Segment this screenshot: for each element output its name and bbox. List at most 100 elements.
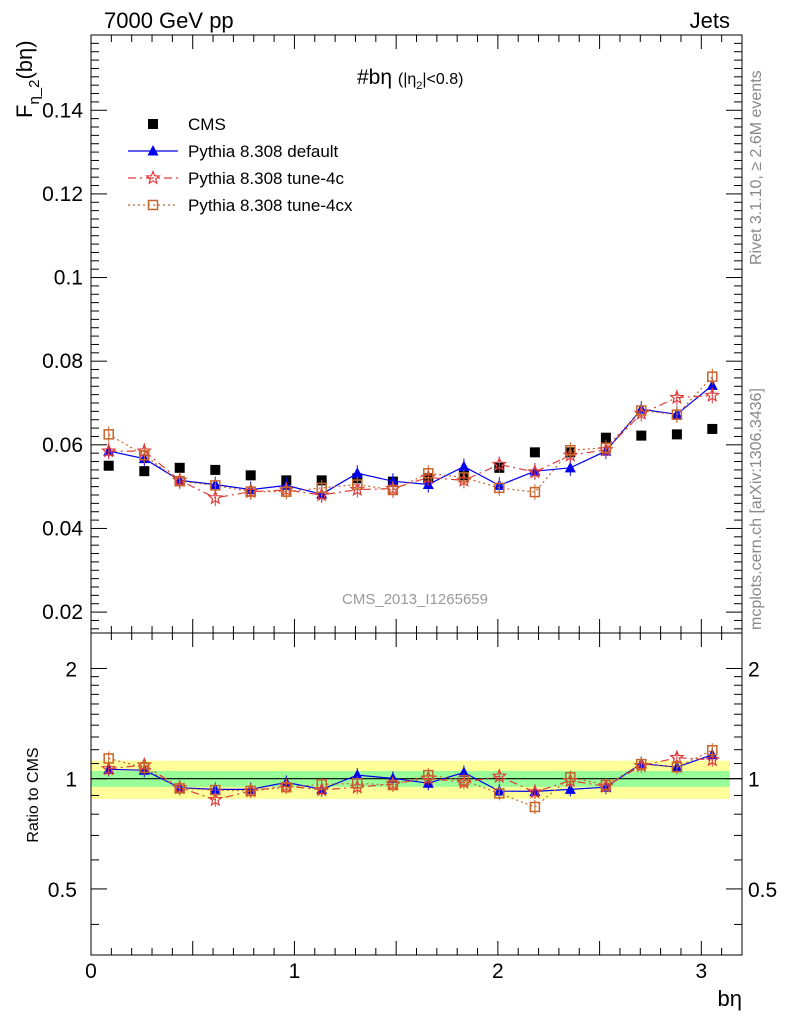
ratio-y-tick-label: 2: [65, 658, 77, 681]
ratio-series-pythia-8-308-tune-4cx-point: [352, 778, 363, 789]
series-pythia-8-308-tune-4c-point: [669, 389, 685, 405]
ratio-series-pythia-8-308-tune-4cx-point: [316, 779, 327, 790]
series-cms-point: [210, 464, 221, 475]
series-cms-point: [103, 460, 114, 471]
ratio-series-pythia-8-308-tune-4cx-point: [281, 781, 292, 793]
legend-pythia-8-308-tune-4c-label: Pythia 8.308 tune-4c: [188, 169, 344, 188]
series-cms-point: [245, 470, 256, 481]
ratio-series-layer: [100, 743, 721, 814]
series-pythia-8-308-default-line: [108, 384, 713, 495]
series-cms-point: [174, 462, 185, 473]
ratio-series-pythia-8-308-tune-4c-point: [100, 760, 117, 776]
series-cms-point: [707, 423, 718, 434]
main-y-tick-labels: 0.02 0.04 0.06 0.08 0.1 0.12 0.14: [42, 99, 83, 624]
ratio-y-tick-labels: 0.5 0.5 1 1 2 2: [48, 658, 777, 901]
main-y-axis-label: Fη_2(bη): [12, 40, 43, 118]
series-pythia-8-308-tune-4c-point: [527, 463, 543, 479]
header-jets-label: Jets: [690, 8, 730, 33]
x-tick-label: 3: [695, 960, 707, 983]
series-pythia-8-308-tune-4cx-point: [423, 468, 434, 479]
legend-pythia-8-308-tune-4cx-marker: [147, 199, 159, 211]
series-pythia-8-308-tune-4cx-point: [671, 409, 683, 420]
series-pythia-8-308-default-point: [351, 467, 363, 478]
legend-pythia-8-308-tune-4c-marker: [145, 169, 161, 185]
ratio-series-pythia-8-308-tune-4cx-point: [458, 775, 470, 786]
main-panel: 0.02 0.04 0.06 0.08 0.1 0.12 0.14 Fη_2(bη) #bη…: [12, 34, 743, 634]
ratio-series-pythia-8-308-tune-4cx-point: [707, 744, 718, 756]
legend-cms-label: CMS: [188, 115, 226, 134]
rivet-version-label: Rivet 3.1.10, ≥ 2.6M events: [748, 70, 765, 265]
main-series-layer: [100, 368, 721, 506]
ratio-y-tick-label: 0.5: [48, 879, 77, 902]
ratio-series-pythia-8-308-tune-4cx-point: [387, 779, 399, 791]
ratio-series-pythia-8-308-tune-4cx-point: [210, 784, 221, 796]
series-pythia-8-308-tune-4c-point: [704, 387, 721, 403]
legend-cms-marker: [148, 119, 158, 129]
ratio-series-pythia-8-308-tune-4c-point: [527, 783, 543, 799]
main-axis-ticks: [90, 35, 743, 633]
y-tick-label: 0.12: [42, 183, 83, 206]
ratio-series-pythia-8-308-tune-4cx-point: [174, 783, 185, 794]
ratio-series-pythia-8-308-tune-4cx-point: [423, 769, 434, 781]
x-axis-label: bη: [718, 986, 742, 1011]
header-energy-label: 7000 GeV pp: [104, 8, 234, 33]
series-cms-point: [600, 432, 611, 443]
series-pythia-8-308-tune-4cx-point: [316, 482, 327, 494]
ratio-series-pythia-8-308-default-point: [458, 766, 470, 777]
series-pythia-8-308-tune-4cx-point: [139, 450, 150, 461]
ratio-y-tick-label: 1: [65, 769, 77, 792]
series-pythia-8-308-tune-4cx-point: [387, 484, 399, 496]
x-tick-label: 1: [289, 960, 301, 983]
x-tick-label: 2: [492, 960, 504, 983]
ratio-series-pythia-8-308-tune-4c-point: [207, 791, 224, 807]
series-cms-point: [139, 466, 150, 477]
ratio-series-pythia-8-308-tune-4cx-point: [529, 801, 541, 813]
ratio-axis-ticks: [90, 633, 743, 955]
chart-title: #bη (|η2|<0.8): [357, 66, 463, 92]
ratio-y-tick-label-right: 2: [748, 658, 760, 681]
ratio-series-pythia-8-308-default-point: [564, 783, 576, 794]
series-cms-point: [636, 430, 647, 441]
mcplots-source-label: mcplots.cern.ch [arXiv:1306.3436]: [748, 388, 765, 630]
series-pythia-8-308-tune-4c-line: [108, 394, 713, 499]
y-tick-label: 0.04: [42, 517, 83, 540]
series-pythia-8-308-default-point: [706, 379, 718, 390]
ratio-series-pythia-8-308-default-point: [351, 769, 363, 780]
ratio-series-pythia-8-308-tune-4cx-point: [636, 758, 647, 770]
series-pythia-8-308-default-point: [387, 475, 399, 486]
series-pythia-8-308-tune-4cx-point: [352, 479, 363, 490]
series-pythia-8-308-tune-4c-point: [207, 489, 224, 505]
series-pythia-8-308-tune-4cx-point: [210, 480, 221, 491]
ratio-series-pythia-8-308-tune-4cx-point: [139, 762, 150, 774]
x-tick-label: 0: [85, 960, 97, 983]
series-cms-point: [671, 429, 682, 440]
ratio-series-pythia-8-308-tune-4c-point: [704, 751, 721, 767]
series-pythia-8-308-tune-4cx-point: [600, 442, 612, 453]
ratio-series-pythia-8-308-tune-4c-point: [491, 768, 508, 783]
series-pythia-8-308-tune-4cx-point: [636, 405, 647, 416]
y-tick-label: 0.14: [42, 99, 83, 122]
ratio-panel: 0.5 0.5 1 1 2 2 Ratio to CMS 0 1 2 3 bη: [25, 632, 777, 1011]
series-pythia-8-308-tune-4cx-point: [707, 371, 718, 382]
series-pythia-8-308-tune-4cx-point: [494, 482, 505, 494]
ratio-y-tick-label-right: 1: [748, 769, 760, 792]
ratio-series-pythia-8-308-tune-4cx-point: [565, 772, 576, 783]
legend-pythia-8-308-default-marker: [147, 145, 159, 156]
y-tick-label: 0.06: [42, 434, 83, 457]
series-pythia-8-308-tune-4c-point: [100, 442, 117, 458]
analysis-watermark: CMS_2013_I1265659: [342, 591, 488, 608]
ratio-series-pythia-8-308-tune-4cx-point: [494, 788, 505, 799]
series-pythia-8-308-tune-4cx-point: [458, 472, 470, 483]
legend: CMS Pythia 8.308 default Pythia 8.308 tune…: [128, 115, 353, 215]
series-pythia-8-308-tune-4cx-point: [529, 486, 541, 498]
series-pythia-8-308-default-point: [564, 461, 576, 473]
legend-pythia-8-308-tune-4cx-label: Pythia 8.308 tune-4cx: [188, 196, 353, 215]
series-pythia-8-308-tune-4cx-point: [281, 486, 292, 497]
ratio-y-axis-label: Ratio to CMS: [25, 747, 42, 842]
y-tick-label: 0.08: [42, 350, 83, 373]
y-tick-label: 0.02: [42, 601, 83, 624]
x-tick-labels: 0 1 2 3: [85, 960, 707, 983]
main-y-axis-text: Fη_2(bη): [12, 40, 43, 118]
series-cms-point: [529, 447, 540, 458]
